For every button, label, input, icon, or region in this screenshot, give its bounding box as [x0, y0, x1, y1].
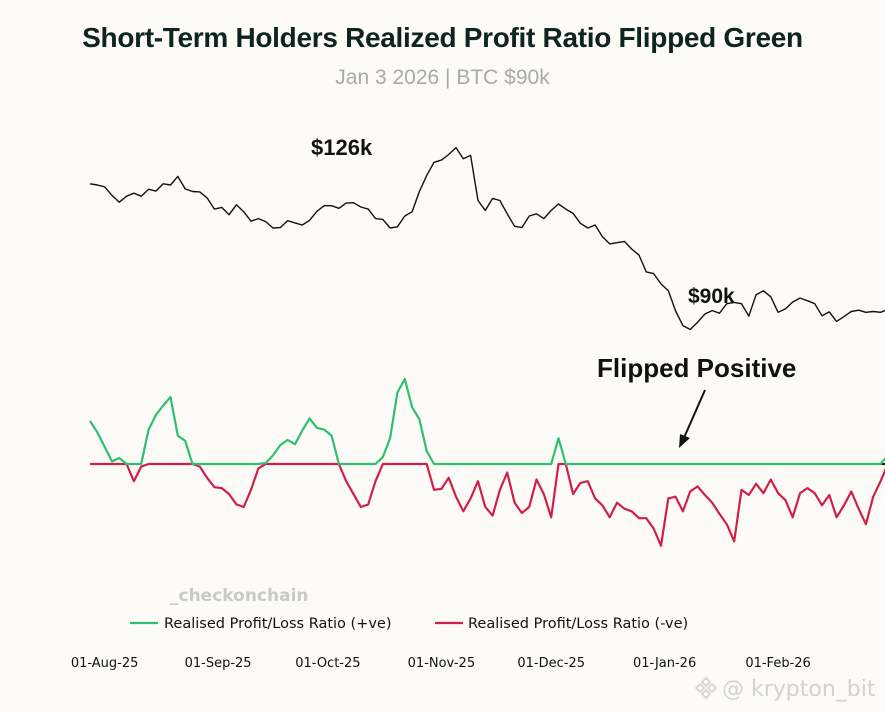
legend: Realised Profit/Loss Ratio (+ve) Realise… [130, 616, 688, 632]
x-tick-label: 01-Sep-25 [185, 656, 252, 671]
x-tick-label: 01-Aug-25 [71, 656, 139, 671]
price-panel [89, 146, 885, 331]
current-price-label: $90k [688, 285, 735, 308]
flip-arrow-icon [679, 389, 706, 448]
ratio-negative-line [90, 462, 885, 547]
x-tick-label: 01-Dec-25 [517, 656, 585, 671]
source-brand: _checkonchain [170, 586, 309, 606]
chart-title: Short-Term Holders Realized Profit Ratio… [82, 22, 803, 53]
btc-price-line [89, 146, 885, 331]
x-tick-label: 01-Oct-25 [295, 656, 360, 671]
peak-price-label: $126k [311, 135, 373, 160]
watermark-text: @ krypton_bit [722, 677, 876, 702]
ratio-positive-line [89, 377, 885, 466]
binance-logo-icon [694, 676, 718, 700]
legend-label-positive: Realised Profit/Loss Ratio (+ve) [164, 616, 392, 632]
x-tick-label: 01-Nov-25 [408, 656, 476, 671]
watermark: @ krypton_bit [694, 676, 876, 702]
x-tick-label: 01-Feb-26 [745, 656, 810, 671]
x-axis: 01-Aug-25 01-Sep-25 01-Oct-25 01-Nov-25 01-D… [71, 656, 811, 671]
x-tick-label: 01-Jan-26 [633, 656, 696, 671]
ratio-panel [89, 377, 885, 547]
flip-annotation-label: Flipped Positive [597, 353, 796, 383]
chart-subtitle: Jan 3 2026 | BTC $90k [335, 66, 550, 89]
legend-label-negative: Realised Profit/Loss Ratio (-ve) [468, 616, 688, 632]
